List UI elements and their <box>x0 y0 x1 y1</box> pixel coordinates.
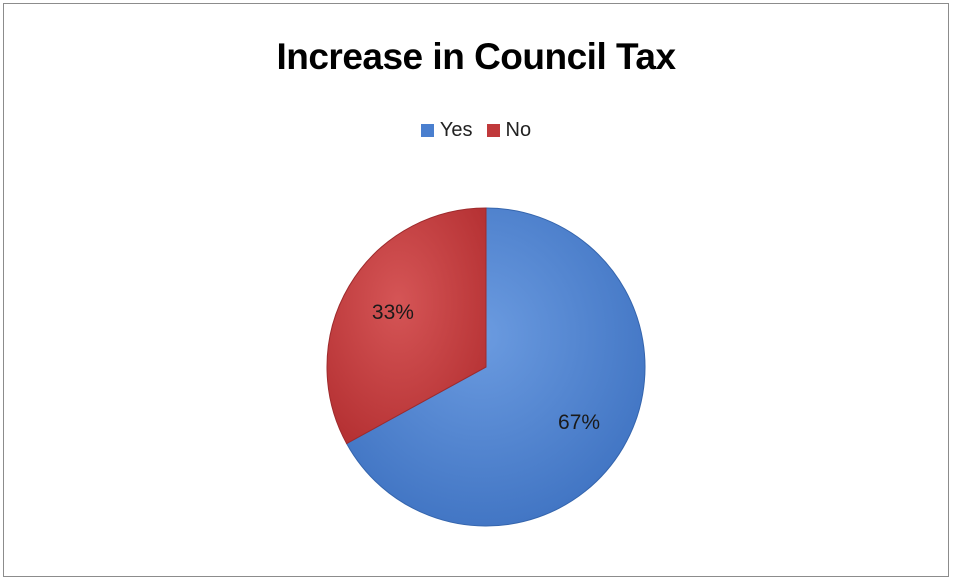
legend-item-yes: Yes <box>420 119 473 142</box>
legend-swatch-no <box>486 124 500 137</box>
legend-swatch-yes <box>420 124 434 137</box>
chart-title: Increase in Council Tax <box>276 36 676 77</box>
pie-slice-no <box>326 207 487 445</box>
chart-legend: Yes No <box>4 119 948 142</box>
legend-label-yes: Yes <box>439 119 473 141</box>
data-label-yes: 67% <box>558 411 600 434</box>
legend-label-no: No <box>505 119 532 141</box>
data-label-no: 33% <box>372 301 414 324</box>
pie-slice-yes <box>345 207 646 527</box>
legend-item-no: No <box>486 119 532 142</box>
